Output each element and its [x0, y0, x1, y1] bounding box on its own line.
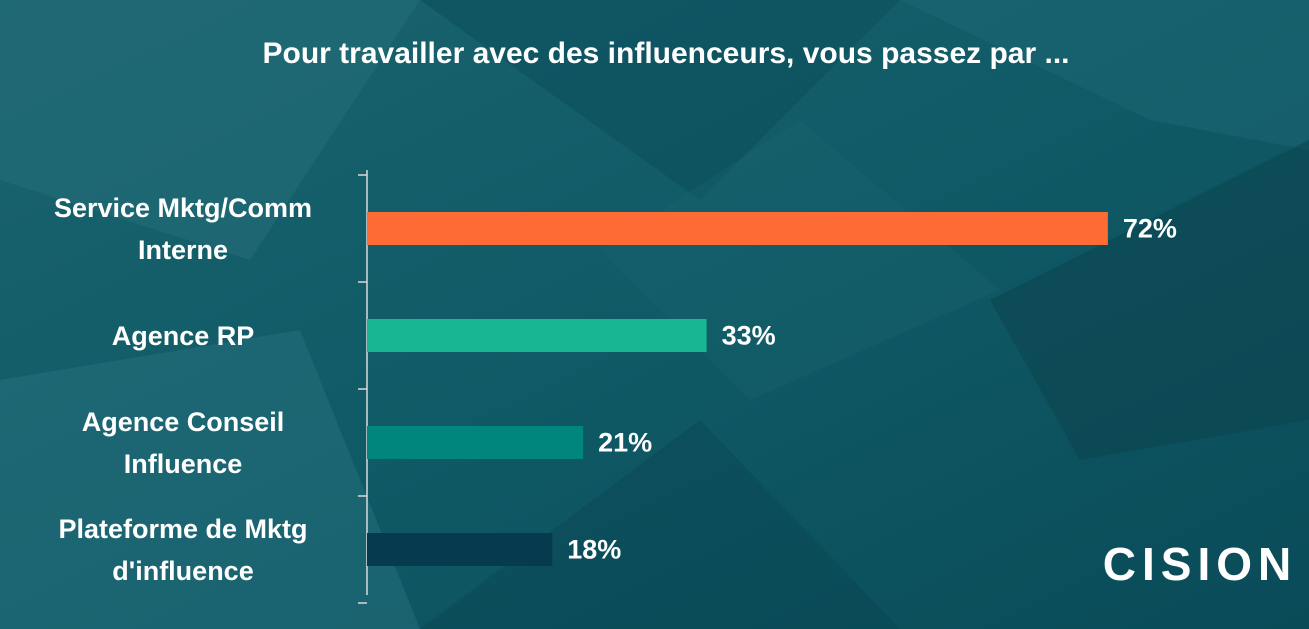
bar	[367, 533, 553, 566]
value-label: 72%	[1123, 214, 1177, 244]
category-label: Plateforme de Mktg d'influence	[58, 513, 308, 586]
bar	[367, 319, 707, 352]
value-label: 33%	[722, 321, 776, 351]
category-label: Agence Conseil Influence	[81, 406, 285, 479]
value-label: 18%	[567, 535, 621, 565]
category-label: Agence RP	[111, 320, 255, 351]
category-label: Service Mktg/Comm Interne	[53, 192, 313, 265]
bar	[367, 426, 584, 459]
value-label: 21%	[598, 428, 652, 458]
logo: CISION	[1103, 538, 1297, 590]
chart-title: Pour travailler avec des influenceurs, v…	[262, 37, 1069, 70]
bar	[367, 212, 1108, 245]
